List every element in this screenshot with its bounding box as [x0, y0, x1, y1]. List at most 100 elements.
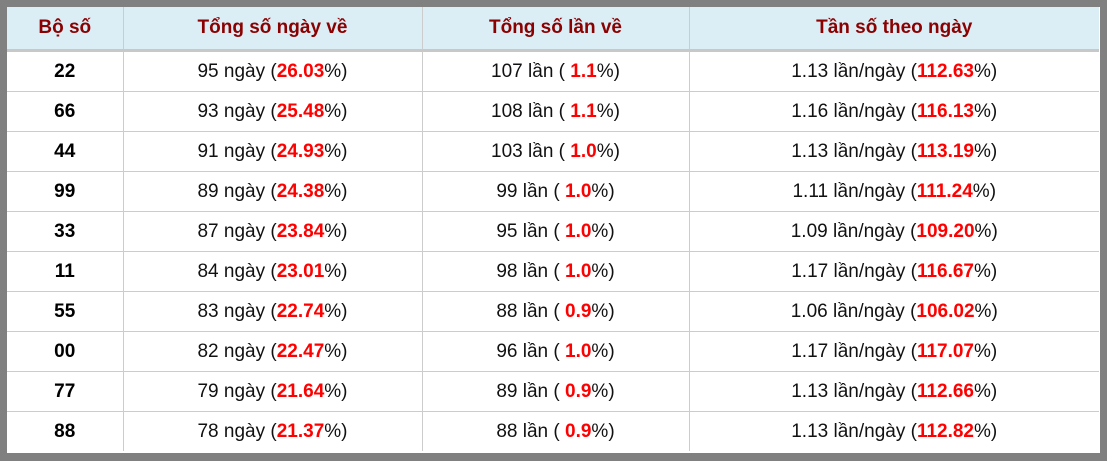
- table-body: 22 95 ngày (26.03%) 107 lần ( 1.1%) 1.13 lầ…: [7, 50, 1099, 451]
- times-value: 89 lần: [496, 380, 549, 402]
- days-cell: 79 ngày (21.64%): [123, 371, 423, 412]
- times-cell: 95 lần ( 1.0%): [422, 211, 690, 252]
- pair-cell: 00: [7, 331, 124, 372]
- times-cell: 88 lần ( 0.9%): [422, 291, 690, 332]
- times-cell: 88 lần ( 0.9%): [422, 411, 690, 451]
- days-percent: 24.38: [276, 180, 325, 202]
- days-value: 78 ngày: [197, 420, 266, 442]
- days-value: 82 ngày: [197, 340, 266, 362]
- pair-cell: 44: [7, 131, 124, 172]
- days-value: 79 ngày: [197, 380, 266, 402]
- days-percent: 22.74: [276, 300, 325, 322]
- times-cell: 98 lần ( 1.0%): [422, 251, 690, 292]
- frequency-cell: 1.13 lần/ngày (112.82%): [791, 420, 998, 442]
- times-cell: 103 lần ( 1.0%): [422, 131, 690, 172]
- pair-cell: 77: [7, 371, 124, 412]
- times-value: 88 lần: [496, 300, 549, 322]
- table-row: 66 93 ngày (25.48%) 108 lần ( 1.1%) 1.16 lầ…: [7, 91, 1099, 132]
- times-cell: 89 lần ( 0.9%): [422, 371, 690, 412]
- table-row: 33 87 ngày (23.84%) 95 lần ( 1.0%) 1.09 lần…: [7, 211, 1099, 252]
- days-value: 87 ngày: [197, 220, 266, 242]
- times-value: 99 lần: [496, 180, 549, 202]
- frequency-percent: 112.82: [916, 420, 975, 442]
- frequency-value: 1.13 lần/ngày: [791, 60, 906, 82]
- days-cell: 91 ngày (24.93%): [123, 131, 423, 172]
- frequency-value: 1.11 lần/ngày: [792, 180, 906, 202]
- frequency-cell: 1.16 lần/ngày (116.13%): [689, 91, 1099, 132]
- pair-cell: 55: [7, 291, 124, 332]
- times-percent: 1.1: [570, 100, 597, 122]
- times-percent: 1.0: [570, 140, 597, 162]
- pair-cell: 88: [7, 411, 124, 451]
- frequency-percent: 111.24: [916, 180, 973, 202]
- days-cell: 83 ngày (22.74%): [123, 291, 423, 332]
- frequency-value: 1.13 lần/ngày: [791, 380, 906, 402]
- times-value: 95 lần: [496, 220, 549, 242]
- days-percent: 26.03: [276, 60, 325, 82]
- days-percent: 23.84: [276, 220, 325, 242]
- times-value: 107 lần: [491, 60, 554, 82]
- days-cell: 78 ngày (21.37%): [123, 411, 423, 451]
- table-row: 77 79 ngày (21.64%) 89 lần ( 0.9%) 1.13 lần…: [7, 371, 1099, 412]
- frequency-cell: 1.17 lần/ngày (117.07%): [689, 331, 1099, 372]
- days-value: 91 ngày: [197, 140, 266, 162]
- times-percent: 1.0: [565, 260, 592, 282]
- times-percent: 1.0: [565, 220, 592, 242]
- pair-cell: 33: [7, 211, 124, 252]
- table-row: 11 84 ngày (23.01%) 98 lần ( 1.0%) 1.17 lần…: [7, 251, 1099, 292]
- times-value: 108 lần: [491, 100, 554, 122]
- frequency-value: 1.13 lần/ngày: [791, 420, 906, 442]
- frequency-cell: 1.11 lần/ngày (111.24%): [689, 171, 1099, 212]
- days-percent: 23.01: [276, 260, 325, 282]
- frequency-percent: 109.20: [916, 220, 975, 242]
- table-row: 88 78 ngày (21.37%) 88 lần ( 0.9%) 1.13 lần…: [7, 411, 1099, 451]
- days-cell: 84 ngày (23.01%): [123, 251, 423, 292]
- table-row: 44 91 ngày (24.93%) 103 lần ( 1.0%) 1.13 lầ…: [7, 131, 1099, 172]
- frequency-cell: 1.13 lần/ngày (112.63%): [689, 50, 1099, 92]
- days-percent: 21.64: [276, 380, 325, 402]
- days-percent: 22.47: [276, 340, 325, 362]
- frequency-cell: 1.06 lần/ngày (106.02%): [689, 291, 1099, 332]
- frequency-value: 1.09 lần/ngày: [790, 220, 905, 242]
- times-value: 96 lần: [496, 340, 549, 362]
- frequency-percent: 116.67: [916, 260, 975, 282]
- frequency-value: 1.17 lần/ngày: [791, 340, 906, 362]
- frequency-percent: 112.66: [916, 380, 975, 402]
- times-value: 103 lần: [491, 140, 554, 162]
- frequency-cell: 1.09 lần/ngày (109.20%): [689, 211, 1099, 252]
- pair-cell: 11: [7, 251, 124, 292]
- times-percent: 1.0: [565, 180, 592, 202]
- times-value: 98 lần: [496, 260, 549, 282]
- frequency-value: 1.13 lần/ngày: [791, 140, 906, 162]
- days-percent: 24.93: [276, 140, 325, 162]
- days-cell: 93 ngày (25.48%): [123, 91, 423, 132]
- header-total-days: Tổng số ngày về: [123, 7, 423, 52]
- pair-cell: 66: [7, 91, 124, 132]
- times-cell: 96 lần ( 1.0%): [422, 331, 690, 372]
- frequency-percent: 117.07: [916, 340, 975, 362]
- frequency-percent: 106.02: [916, 300, 975, 322]
- days-value: 84 ngày: [197, 260, 266, 282]
- days-value: 83 ngày: [197, 300, 266, 322]
- times-percent: 0.9: [565, 300, 592, 322]
- days-cell: 95 ngày (26.03%): [123, 50, 423, 92]
- days-cell: 89 ngày (24.38%): [123, 171, 423, 212]
- times-value: 88 lần: [496, 420, 549, 442]
- frequency-value: 1.06 lần/ngày: [790, 300, 905, 322]
- frequency-cell: 1.13 lần/ngày (113.19%): [689, 131, 1099, 172]
- days-value: 95 ngày: [197, 60, 266, 82]
- times-percent: 1.0: [565, 340, 592, 362]
- times-percent: 0.9: [565, 380, 592, 402]
- times-cell: 108 lần ( 1.1%): [422, 91, 690, 132]
- header-frequency: Tần số theo ngày: [689, 7, 1099, 52]
- pair-frequency-table: Bộ số Tổng số ngày về Tổng số lần về Tần…: [7, 7, 1099, 451]
- times-percent: 0.9: [565, 420, 592, 442]
- frequency-percent: 116.13: [916, 100, 975, 122]
- table-row: 22 95 ngày (26.03%) 107 lần ( 1.1%) 1.13 lầ…: [7, 50, 1099, 92]
- frequency-percent: 112.63: [916, 60, 975, 82]
- table-row: 55 83 ngày (22.74%) 88 lần ( 0.9%) 1.06 lần…: [7, 291, 1099, 332]
- pair-cell: 22: [7, 50, 124, 92]
- header-pair: Bộ số: [7, 7, 124, 52]
- table-row: 99 89 ngày (24.38%) 99 lần ( 1.0%) 1.11 lần…: [7, 171, 1099, 212]
